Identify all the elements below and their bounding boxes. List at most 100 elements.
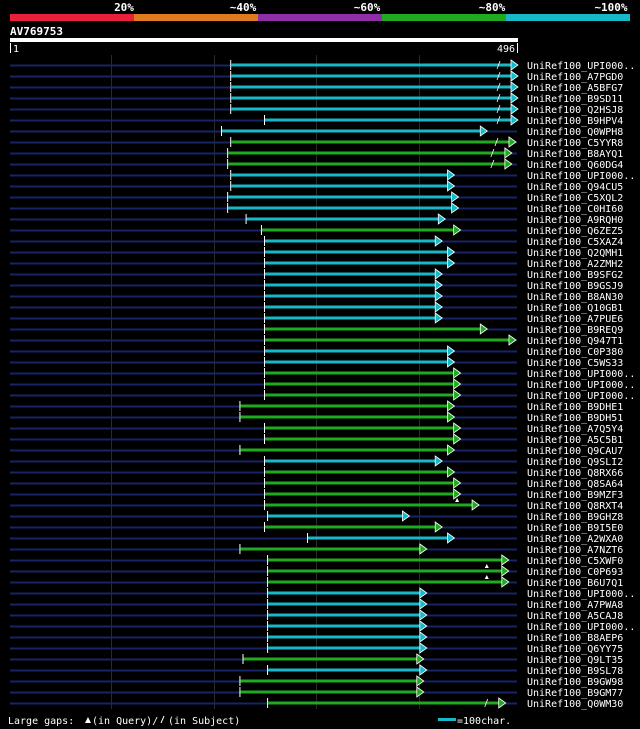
- hit-row[interactable]: UniRef100_Q9LT35: [10, 653, 623, 666]
- hit-row[interactable]: UniRef100_B8AEP6: [10, 631, 623, 644]
- hit-row[interactable]: UniRef100_B9GSJ9: [10, 279, 623, 292]
- hit-row[interactable]: UniRef100_Q8RXT4: [10, 498, 623, 512]
- hit-row[interactable]: UniRef100_Q8RX66: [10, 466, 623, 479]
- hit-name[interactable]: UniRef100_A7PWA8: [527, 600, 623, 611]
- hit-row[interactable]: UniRef100_UPI000..: [10, 59, 635, 72]
- hit-row[interactable]: UniRef100_A2ZMH2: [10, 257, 623, 270]
- hit-row[interactable]: UniRef100_UPI000..: [10, 169, 635, 182]
- hit-name[interactable]: UniRef100_Q947T1: [527, 336, 623, 347]
- hit-name[interactable]: UniRef100_A5CAJ8: [527, 611, 623, 622]
- hit-row[interactable]: UniRef100_A7PUE6: [10, 312, 623, 325]
- hit-row[interactable]: UniRef100_UPI000..: [10, 367, 635, 380]
- hit-name[interactable]: UniRef100_B9SFG2: [527, 270, 623, 281]
- hit-name[interactable]: UniRef100_A2WXA0: [527, 534, 623, 545]
- hit-name[interactable]: UniRef100_Q6YY75: [527, 644, 623, 655]
- hit-name[interactable]: UniRef100_B9GW98: [527, 677, 623, 688]
- hit-row[interactable]: UniRef100_Q6ZEZ5: [10, 224, 623, 237]
- hit-row[interactable]: UniRef100_B6U7Q1: [10, 575, 623, 589]
- hit-name[interactable]: UniRef100_B6U7Q1: [527, 578, 623, 589]
- hit-row[interactable]: UniRef100_Q9SLI2: [10, 455, 623, 468]
- hit-row[interactable]: UniRef100_Q60DG4: [10, 158, 623, 171]
- hit-name[interactable]: UniRef100_A7PGD0: [527, 72, 623, 83]
- hit-row[interactable]: UniRef100_B9I5E0: [10, 521, 623, 534]
- hit-name[interactable]: UniRef100_A9RQH0: [527, 215, 623, 226]
- hit-name[interactable]: UniRef100_C5XAZ4: [527, 237, 623, 248]
- hit-row[interactable]: UniRef100_A5C5B1: [10, 433, 623, 446]
- hit-name[interactable]: UniRef100_C5WS33: [527, 358, 623, 369]
- hit-name[interactable]: UniRef100_B9GHZ8: [527, 512, 623, 523]
- hit-name[interactable]: UniRef100_UPI000..: [527, 61, 635, 72]
- hit-name[interactable]: UniRef100_UPI000..: [527, 589, 635, 600]
- hit-row[interactable]: UniRef100_C5XAZ4: [10, 235, 623, 248]
- hit-row[interactable]: UniRef100_Q2QMH1: [10, 246, 623, 259]
- hit-name[interactable]: UniRef100_C0P380: [527, 347, 623, 358]
- hit-row[interactable]: UniRef100_A5BFG7: [10, 81, 623, 94]
- hit-row[interactable]: UniRef100_C0P380: [10, 345, 623, 358]
- hit-name[interactable]: UniRef100_A2ZMH2: [527, 259, 623, 270]
- hit-row[interactable]: UniRef100_B8AYQ1: [10, 147, 623, 160]
- hit-name[interactable]: UniRef100_Q0WM30: [527, 699, 623, 710]
- hit-row[interactable]: UniRef100_A7NZT6: [10, 543, 623, 556]
- hit-row[interactable]: UniRef100_A7PGD0: [10, 70, 623, 83]
- hit-name[interactable]: UniRef100_UPI000..: [527, 369, 635, 380]
- hit-row[interactable]: UniRef100_C0P693: [10, 564, 623, 578]
- hit-row[interactable]: UniRef100_A7Q5Y4: [10, 422, 623, 435]
- hit-row[interactable]: UniRef100_Q6YY75: [10, 642, 623, 655]
- hit-row[interactable]: UniRef100_A2WXA0: [10, 532, 623, 545]
- hit-row[interactable]: UniRef100_C5WS33: [10, 356, 623, 369]
- hit-row[interactable]: UniRef100_UPI000..: [10, 378, 635, 391]
- hit-name[interactable]: UniRef100_Q2QMH1: [527, 248, 623, 259]
- hit-name[interactable]: UniRef100_UPI000..: [527, 380, 635, 391]
- hit-row[interactable]: UniRef100_C5YYR8: [10, 136, 623, 149]
- hit-row[interactable]: UniRef100_Q0WPH8: [10, 125, 623, 138]
- hit-name[interactable]: UniRef100_B9I5E0: [527, 523, 623, 534]
- hit-row[interactable]: UniRef100_C5XWF0: [10, 554, 623, 567]
- hit-row[interactable]: UniRef100_A9RQH0: [10, 213, 623, 226]
- hit-row[interactable]: UniRef100_UPI000..: [10, 389, 635, 402]
- hit-row[interactable]: UniRef100_Q8SA64: [10, 477, 623, 490]
- hit-name[interactable]: UniRef100_C5YYR8: [527, 138, 623, 149]
- hit-name[interactable]: UniRef100_A7NZT6: [527, 545, 623, 556]
- hit-name[interactable]: UniRef100_B9GM77: [527, 688, 623, 699]
- hit-name[interactable]: UniRef100_Q8RXT4: [527, 501, 623, 512]
- hit-row[interactable]: UniRef100_Q94CU5: [10, 180, 623, 193]
- hit-name[interactable]: UniRef100_B9REQ9: [527, 325, 623, 336]
- hit-row[interactable]: UniRef100_A5CAJ8: [10, 609, 623, 622]
- hit-row[interactable]: UniRef100_Q0WM30: [10, 697, 623, 710]
- hit-row[interactable]: UniRef100_B9GM77: [10, 686, 623, 699]
- hit-name[interactable]: UniRef100_C0HI60: [527, 204, 623, 215]
- hit-row[interactable]: UniRef100_B9REQ9: [10, 323, 623, 336]
- hit-name[interactable]: UniRef100_Q94CU5: [527, 182, 623, 193]
- hit-name[interactable]: UniRef100_Q9CAU7: [527, 446, 623, 457]
- hit-name[interactable]: UniRef100_Q0WPH8: [527, 127, 623, 138]
- hit-name[interactable]: UniRef100_UPI000..: [527, 622, 635, 633]
- hit-name[interactable]: UniRef100_B9GSJ9: [527, 281, 623, 292]
- hit-row[interactable]: UniRef100_B9SFG2: [10, 268, 623, 281]
- hit-row[interactable]: UniRef100_B9DHE1: [10, 400, 623, 413]
- hit-row[interactable]: UniRef100_B9MZF3: [10, 488, 623, 501]
- hit-name[interactable]: UniRef100_A5C5B1: [527, 435, 623, 446]
- hit-name[interactable]: UniRef100_A5BFG7: [527, 83, 623, 94]
- hit-row[interactable]: UniRef100_B8AN30: [10, 290, 623, 303]
- hit-name[interactable]: UniRef100_Q2HSJ8: [527, 105, 623, 116]
- hit-name[interactable]: UniRef100_C0P693: [527, 567, 623, 578]
- hit-row[interactable]: UniRef100_Q9CAU7: [10, 444, 623, 457]
- hit-name[interactable]: UniRef100_Q60DG4: [527, 160, 623, 171]
- hit-row[interactable]: UniRef100_B9GW98: [10, 675, 623, 688]
- hit-name[interactable]: UniRef100_A7PUE6: [527, 314, 623, 325]
- hit-name[interactable]: UniRef100_B9HPV4: [527, 116, 623, 127]
- hit-name[interactable]: UniRef100_Q10GB1: [527, 303, 623, 314]
- hit-name[interactable]: UniRef100_Q6ZEZ5: [527, 226, 623, 237]
- hit-name[interactable]: UniRef100_B8AN30: [527, 292, 623, 303]
- hit-name[interactable]: UniRef100_C5XQL2: [527, 193, 623, 204]
- hit-row[interactable]: UniRef100_UPI000..: [10, 620, 635, 633]
- hit-name[interactable]: UniRef100_Q8RX66: [527, 468, 623, 479]
- hit-name[interactable]: UniRef100_B9MZF3: [527, 490, 623, 501]
- hit-row[interactable]: UniRef100_C5XQL2: [10, 191, 623, 204]
- hit-name[interactable]: UniRef100_B9SD11: [527, 94, 623, 105]
- hit-row[interactable]: UniRef100_Q10GB1: [10, 301, 623, 314]
- hit-name[interactable]: UniRef100_A7Q5Y4: [527, 424, 623, 435]
- hit-name[interactable]: UniRef100_C5XWF0: [527, 556, 623, 567]
- hit-name[interactable]: UniRef100_B8AEP6: [527, 633, 623, 644]
- hit-name[interactable]: UniRef100_UPI000..: [527, 171, 635, 182]
